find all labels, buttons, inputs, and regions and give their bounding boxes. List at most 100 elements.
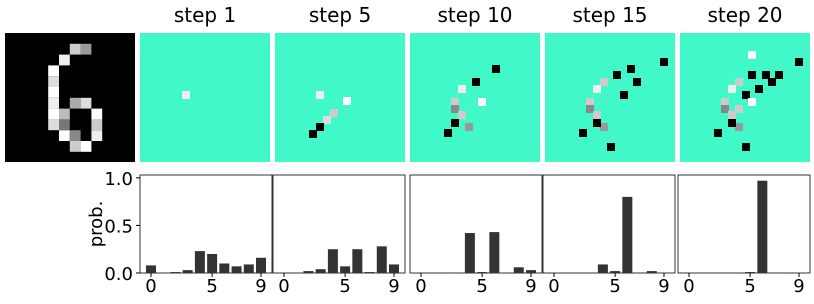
- bar: [377, 246, 387, 273]
- bar: [622, 197, 632, 273]
- revealed-pixel: [620, 91, 628, 99]
- revealed-pixel: [330, 109, 338, 117]
- digit-pixel: [70, 130, 81, 141]
- revealed-pixel: [323, 116, 331, 124]
- bar: [526, 270, 536, 273]
- bar: [146, 265, 156, 273]
- x-tick-label: 0: [145, 276, 156, 297]
- bar: [745, 272, 755, 273]
- y-tick-label: 0.5: [104, 216, 133, 237]
- digit-pixel: [91, 130, 102, 141]
- revealed-pixel: [627, 65, 635, 73]
- x-tick-label: 9: [793, 276, 804, 297]
- revealed-image: [275, 33, 405, 162]
- y-tick-label: 1.0: [104, 169, 133, 190]
- revealed-pixel: [579, 129, 587, 137]
- axes-frame: [410, 175, 542, 273]
- x-tick-label: 5: [339, 276, 350, 297]
- revealed-pixel: [775, 71, 783, 79]
- revealed-pixel: [593, 111, 601, 119]
- digit-pixel: [48, 119, 59, 130]
- revealed-pixel: [748, 51, 756, 59]
- bar: [489, 232, 499, 273]
- bar: [207, 254, 217, 273]
- revealed-pixel: [600, 78, 608, 86]
- x-tick-label: 0: [278, 276, 289, 297]
- x-tick-label: 0: [548, 276, 559, 297]
- bar: [365, 272, 375, 273]
- revealed-pixel: [593, 119, 601, 127]
- revealed-pixel: [660, 58, 668, 66]
- x-tick-label: 9: [658, 276, 669, 297]
- revealed-pixel: [458, 111, 466, 119]
- y-axis-label: prob.: [86, 201, 107, 248]
- revealed-pixel: [593, 85, 601, 93]
- panel-title: step 10: [437, 3, 512, 27]
- x-tick-label: 5: [476, 276, 487, 297]
- y-tick-label: 0.0: [104, 264, 133, 285]
- x-tick-label: 0: [683, 276, 694, 297]
- revealed-pixel: [742, 91, 750, 99]
- revealed-pixel: [607, 143, 615, 151]
- revealed-pixel: [458, 85, 466, 93]
- revealed-pixel: [762, 71, 770, 79]
- panel-title: step 20: [707, 3, 782, 27]
- revealed-image: [545, 33, 675, 162]
- x-tick-label: 5: [206, 276, 217, 297]
- revealed-pixel: [451, 105, 459, 113]
- bar: [303, 271, 313, 273]
- digit-pixel: [48, 65, 59, 76]
- x-tick-label: 9: [525, 276, 536, 297]
- digit-pixel: [81, 141, 92, 152]
- digit-pixel: [81, 44, 92, 55]
- revealed-image: [140, 33, 270, 162]
- revealed-image: [410, 33, 540, 162]
- revealed-pixel: [309, 130, 317, 138]
- revealed-pixel: [735, 105, 743, 113]
- x-tick-label: 0: [415, 276, 426, 297]
- revealed-pixel: [768, 78, 776, 86]
- axes-frame: [678, 175, 810, 273]
- revealed-pixel: [472, 78, 480, 86]
- revealed-pixel: [465, 123, 473, 131]
- revealed-pixel: [728, 119, 736, 127]
- revealed-pixel: [478, 98, 486, 106]
- x-tick-label: 9: [388, 276, 399, 297]
- revealed-pixel: [451, 98, 459, 106]
- digit-pixel: [48, 109, 59, 120]
- revealed-pixel: [721, 98, 729, 106]
- digit-pixel: [70, 141, 81, 152]
- digit-pixel: [81, 98, 92, 109]
- digit-pixel: [91, 109, 102, 120]
- revealed-pixel: [586, 105, 594, 113]
- bar: [757, 181, 767, 273]
- digit-pixel: [70, 98, 81, 109]
- digit-pixel: [48, 76, 59, 87]
- revealed-pixel: [444, 129, 452, 137]
- panel-title: step 5: [309, 3, 371, 27]
- x-tick-label: 5: [744, 276, 755, 297]
- bar: [465, 233, 475, 273]
- bar: [232, 266, 242, 273]
- revealed-pixel: [742, 143, 750, 151]
- revealed-pixel: [451, 119, 459, 127]
- revealed-pixel: [182, 91, 190, 99]
- revealed-pixel: [600, 123, 608, 131]
- revealed-pixel: [492, 65, 500, 73]
- revealed-pixel: [755, 85, 763, 93]
- bar: [170, 272, 180, 273]
- revealed-pixel: [748, 98, 756, 106]
- revealed-pixel: [748, 71, 756, 79]
- revealed-pixel: [735, 123, 743, 131]
- bar: [340, 266, 350, 273]
- x-tick-label: 5: [609, 276, 620, 297]
- digit-pixel: [48, 87, 59, 98]
- bar: [352, 249, 362, 273]
- panel-title: step 15: [572, 3, 647, 27]
- revealed-pixel: [714, 129, 722, 137]
- bar: [647, 271, 657, 273]
- bar: [477, 272, 487, 273]
- revealed-pixel: [721, 105, 729, 113]
- bar: [219, 263, 229, 273]
